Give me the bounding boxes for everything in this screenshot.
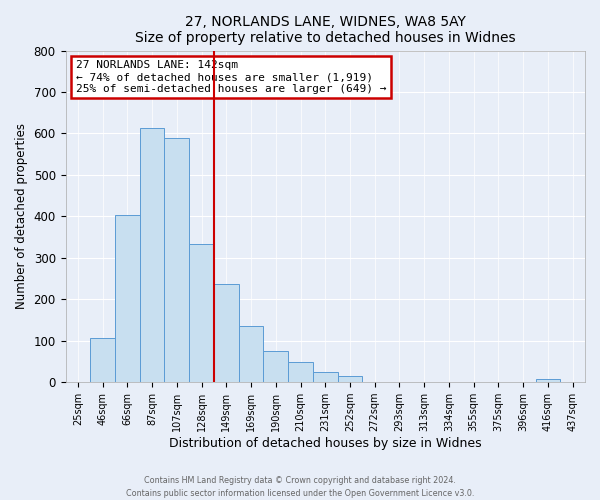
Text: 27 NORLANDS LANE: 142sqm
← 74% of detached houses are smaller (1,919)
25% of sem: 27 NORLANDS LANE: 142sqm ← 74% of detach… <box>76 60 386 94</box>
Y-axis label: Number of detached properties: Number of detached properties <box>15 124 28 310</box>
Bar <box>90 338 115 382</box>
Bar <box>536 379 560 382</box>
Bar <box>164 138 189 382</box>
Bar <box>263 350 288 382</box>
Bar <box>140 128 164 382</box>
Bar <box>214 284 239 382</box>
Bar <box>115 215 140 382</box>
Text: Contains HM Land Registry data © Crown copyright and database right 2024.
Contai: Contains HM Land Registry data © Crown c… <box>126 476 474 498</box>
Bar <box>313 372 338 382</box>
Title: 27, NORLANDS LANE, WIDNES, WA8 5AY
Size of property relative to detached houses : 27, NORLANDS LANE, WIDNES, WA8 5AY Size … <box>135 15 515 45</box>
Bar <box>189 244 214 382</box>
Bar <box>288 362 313 382</box>
Bar <box>239 326 263 382</box>
Bar <box>338 376 362 382</box>
X-axis label: Distribution of detached houses by size in Widnes: Distribution of detached houses by size … <box>169 437 482 450</box>
